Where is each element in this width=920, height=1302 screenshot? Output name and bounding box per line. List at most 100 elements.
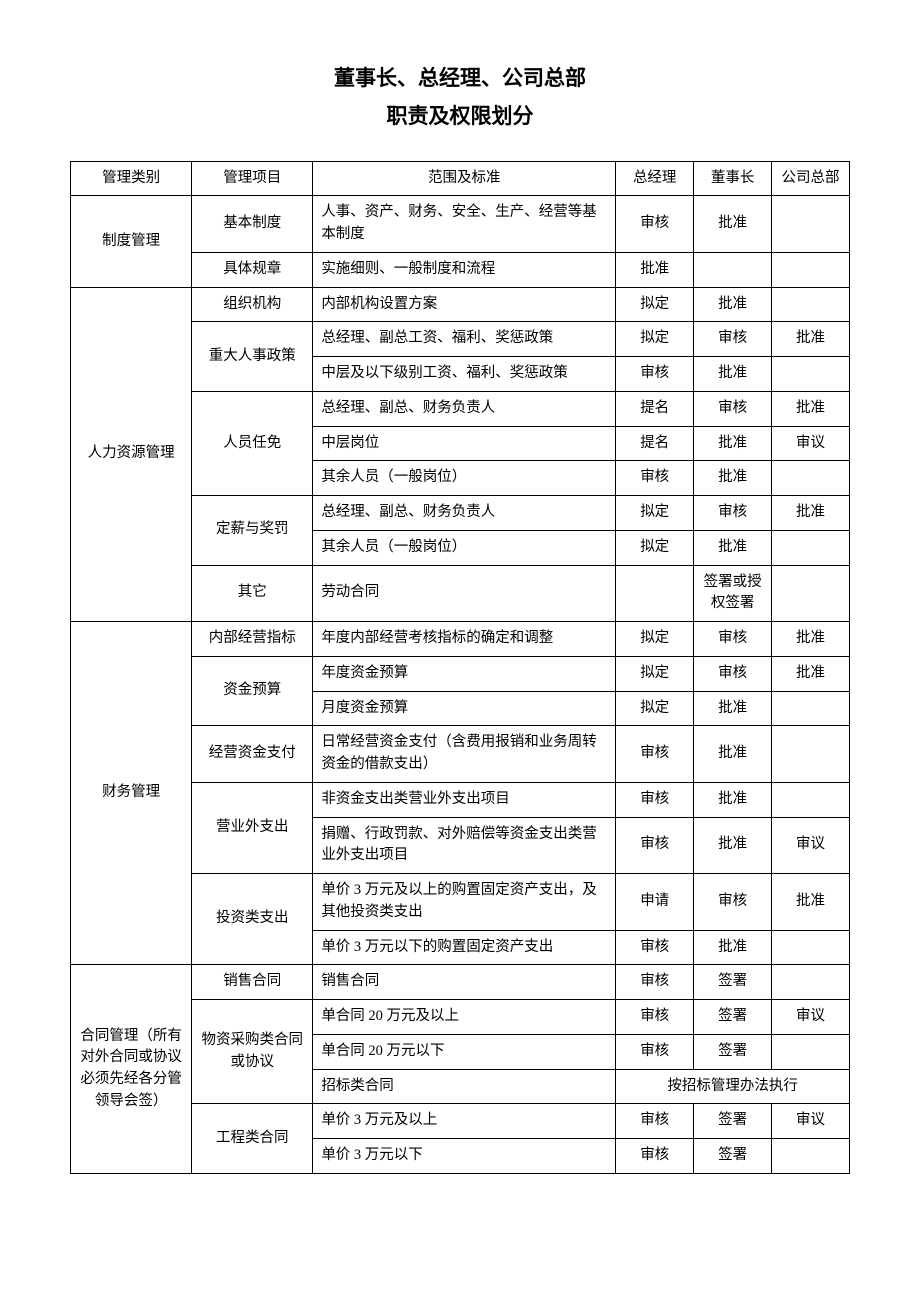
hq-cell: 批准	[772, 622, 850, 657]
hq-cell	[772, 691, 850, 726]
category-cell: 人力资源管理	[71, 287, 192, 622]
hq-cell: 批准	[772, 656, 850, 691]
hq-cell: 批准	[772, 322, 850, 357]
scope-cell: 年度内部经营考核指标的确定和调整	[313, 622, 616, 657]
scope-cell: 人事、资产、财务、安全、生产、经营等基本制度	[313, 196, 616, 253]
hq-cell: 批准	[772, 391, 850, 426]
gm-cell: 审核	[616, 930, 694, 965]
hq-cell: 审议	[772, 426, 850, 461]
header-hq: 公司总部	[772, 161, 850, 196]
gm-cell: 审核	[616, 817, 694, 874]
chairman-cell: 签署	[694, 1000, 772, 1035]
chairman-cell: 批准	[694, 357, 772, 392]
gm-cell: 批准	[616, 252, 694, 287]
merged-cell: 按招标管理办法执行	[616, 1069, 850, 1104]
gm-cell: 审核	[616, 461, 694, 496]
chairman-cell: 批准	[694, 782, 772, 817]
item-cell: 具体规章	[192, 252, 313, 287]
scope-cell: 实施细则、一般制度和流程	[313, 252, 616, 287]
chairman-cell: 批准	[694, 930, 772, 965]
item-cell: 资金预算	[192, 656, 313, 726]
chairman-cell: 批准	[694, 691, 772, 726]
hq-cell	[772, 565, 850, 622]
header-category: 管理类别	[71, 161, 192, 196]
chairman-cell: 审核	[694, 391, 772, 426]
item-cell: 重大人事政策	[192, 322, 313, 392]
hq-cell: 批准	[772, 874, 850, 931]
item-cell: 其它	[192, 565, 313, 622]
title-line-1: 董事长、总经理、公司总部	[70, 60, 850, 98]
hq-cell: 审议	[772, 817, 850, 874]
chairman-cell: 签署或授权签署	[694, 565, 772, 622]
scope-cell: 劳动合同	[313, 565, 616, 622]
item-cell: 人员任免	[192, 391, 313, 495]
hq-cell	[772, 1139, 850, 1174]
gm-cell: 审核	[616, 357, 694, 392]
gm-cell: 拟定	[616, 530, 694, 565]
item-cell: 工程类合同	[192, 1104, 313, 1174]
table-row: 财务管理内部经营指标年度内部经营考核指标的确定和调整拟定审核批准	[71, 622, 850, 657]
gm-cell: 审核	[616, 965, 694, 1000]
hq-cell	[772, 782, 850, 817]
item-cell: 定薪与奖罚	[192, 496, 313, 566]
scope-cell: 非资金支出类营业外支出项目	[313, 782, 616, 817]
scope-cell: 总经理、副总、财务负责人	[313, 391, 616, 426]
scope-cell: 单价 3 万元以下	[313, 1139, 616, 1174]
header-item: 管理项目	[192, 161, 313, 196]
item-cell: 基本制度	[192, 196, 313, 253]
chairman-cell: 批准	[694, 817, 772, 874]
header-chairman: 董事长	[694, 161, 772, 196]
hq-cell	[772, 965, 850, 1000]
item-cell: 销售合同	[192, 965, 313, 1000]
hq-cell: 审议	[772, 1104, 850, 1139]
scope-cell: 其余人员（一般岗位）	[313, 461, 616, 496]
gm-cell: 审核	[616, 1104, 694, 1139]
chairman-cell: 批准	[694, 287, 772, 322]
table-row: 合同管理（所有对外合同或协议必须先经各分管领导会签）销售合同销售合同审核签署	[71, 965, 850, 1000]
authority-table: 管理类别 管理项目 范围及标准 总经理 董事长 公司总部 制度管理基本制度人事、…	[70, 161, 850, 1174]
table-header-row: 管理类别 管理项目 范围及标准 总经理 董事长 公司总部	[71, 161, 850, 196]
table-row: 人力资源管理组织机构内部机构设置方案拟定批准	[71, 287, 850, 322]
scope-cell: 年度资金预算	[313, 656, 616, 691]
gm-cell: 提名	[616, 391, 694, 426]
hq-cell	[772, 530, 850, 565]
scope-cell: 内部机构设置方案	[313, 287, 616, 322]
chairman-cell: 签署	[694, 1104, 772, 1139]
chairman-cell	[694, 252, 772, 287]
chairman-cell: 批准	[694, 726, 772, 783]
gm-cell: 审核	[616, 726, 694, 783]
category-cell: 制度管理	[71, 196, 192, 287]
item-cell: 组织机构	[192, 287, 313, 322]
gm-cell: 审核	[616, 782, 694, 817]
gm-cell: 审核	[616, 1139, 694, 1174]
scope-cell: 单合同 20 万元以下	[313, 1034, 616, 1069]
table-body: 制度管理基本制度人事、资产、财务、安全、生产、经营等基本制度审核批准具体规章实施…	[71, 196, 850, 1174]
hq-cell	[772, 196, 850, 253]
header-scope: 范围及标准	[313, 161, 616, 196]
scope-cell: 捐赠、行政罚款、对外赔偿等资金支出类营业外支出项目	[313, 817, 616, 874]
scope-cell: 招标类合同	[313, 1069, 616, 1104]
scope-cell: 其余人员（一般岗位）	[313, 530, 616, 565]
hq-cell: 批准	[772, 496, 850, 531]
title-line-2: 职责及权限划分	[70, 98, 850, 136]
gm-cell: 拟定	[616, 322, 694, 357]
scope-cell: 单合同 20 万元及以上	[313, 1000, 616, 1035]
scope-cell: 单价 3 万元及以上	[313, 1104, 616, 1139]
item-cell: 经营资金支付	[192, 726, 313, 783]
category-cell: 财务管理	[71, 622, 192, 965]
hq-cell	[772, 930, 850, 965]
hq-cell	[772, 287, 850, 322]
gm-cell: 拟定	[616, 622, 694, 657]
scope-cell: 销售合同	[313, 965, 616, 1000]
chairman-cell: 批准	[694, 426, 772, 461]
gm-cell: 申请	[616, 874, 694, 931]
chairman-cell: 审核	[694, 622, 772, 657]
gm-cell: 拟定	[616, 496, 694, 531]
header-gm: 总经理	[616, 161, 694, 196]
scope-cell: 总经理、副总、财务负责人	[313, 496, 616, 531]
scope-cell: 日常经营资金支付（含费用报销和业务周转资金的借款支出）	[313, 726, 616, 783]
gm-cell: 拟定	[616, 656, 694, 691]
table-row: 制度管理基本制度人事、资产、财务、安全、生产、经营等基本制度审核批准	[71, 196, 850, 253]
scope-cell: 中层及以下级别工资、福利、奖惩政策	[313, 357, 616, 392]
gm-cell: 拟定	[616, 691, 694, 726]
